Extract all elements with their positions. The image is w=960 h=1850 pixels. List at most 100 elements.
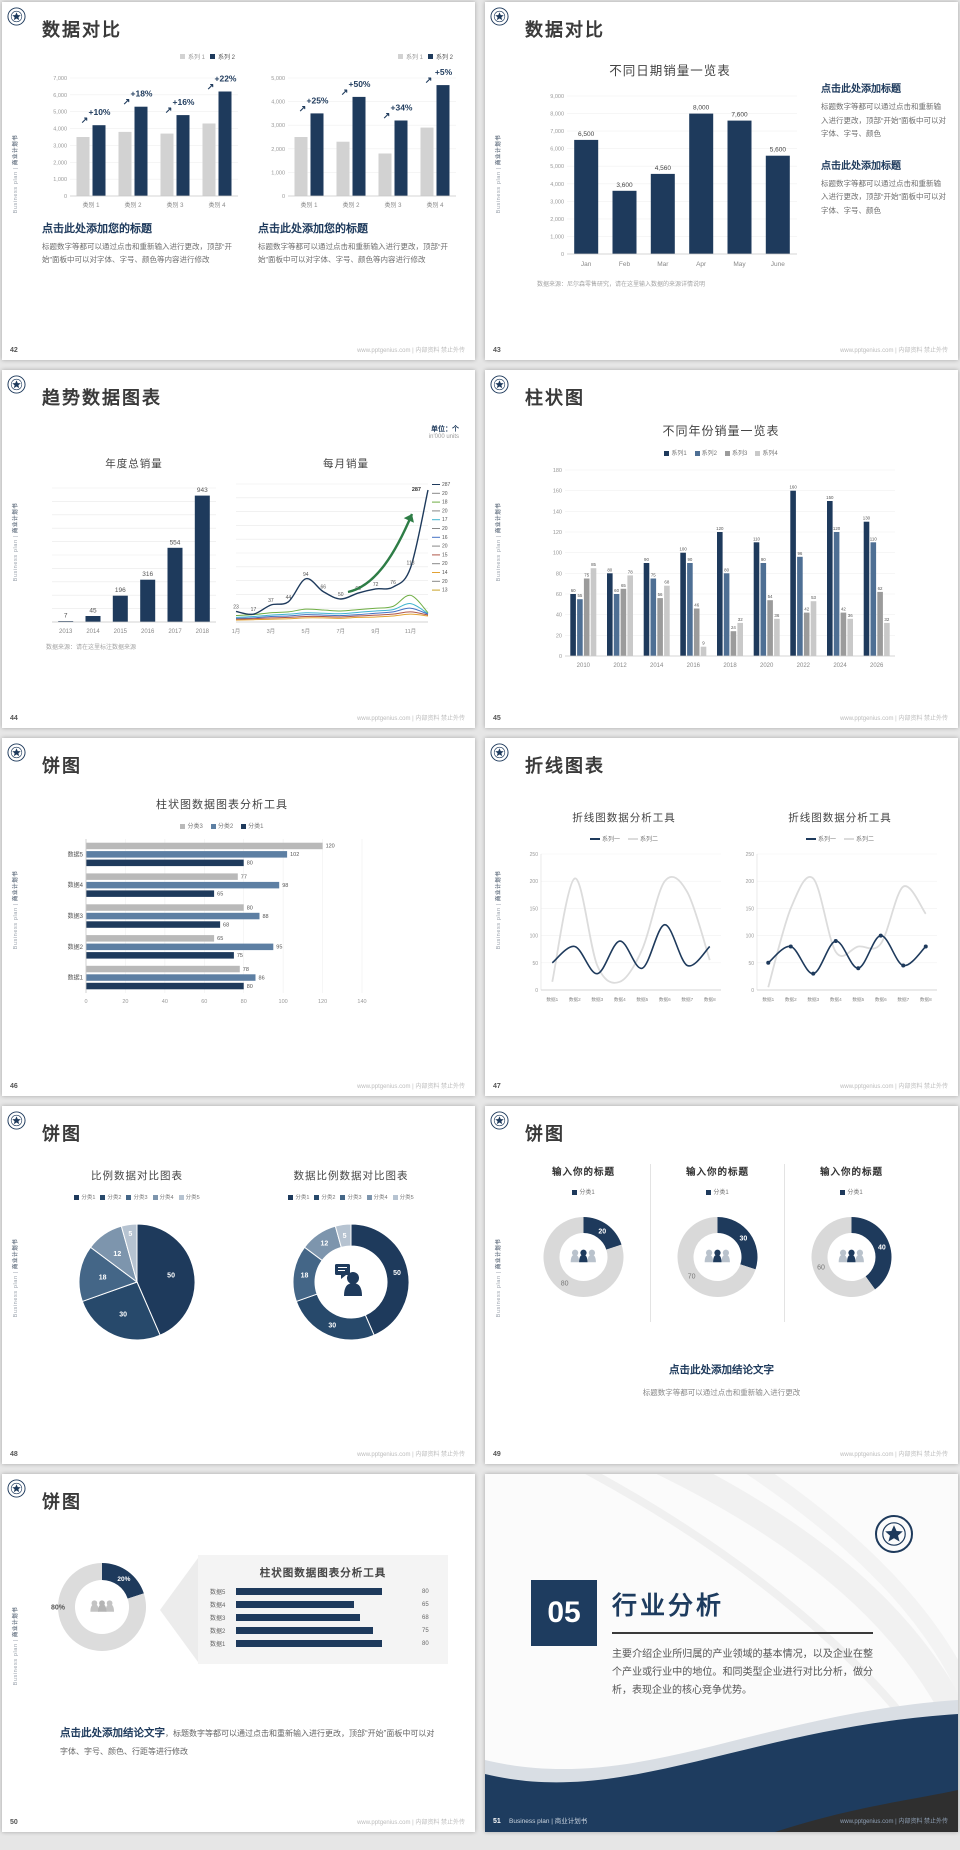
svg-text:+5%: +5% (435, 67, 453, 77)
svg-text:3,000: 3,000 (550, 199, 564, 205)
slide-50[interactable]: Business plan | 商业计划书 饼图 20% 80% 柱状图数据图表分… (2, 1474, 475, 1832)
svg-text:20: 20 (442, 544, 448, 550)
svg-text:数据4: 数据4 (614, 996, 626, 1003)
school-emblem-icon (490, 375, 509, 394)
svg-text:5,000: 5,000 (271, 76, 285, 82)
svg-text:类别 3: 类别 3 (166, 201, 184, 209)
svg-text:7,600: 7,600 (731, 112, 748, 119)
svg-text:250: 250 (530, 852, 539, 858)
page-title: 柱状图 (525, 388, 585, 408)
svg-text:120: 120 (833, 526, 841, 531)
svg-text:200: 200 (746, 879, 755, 885)
svg-text:数据8: 数据8 (920, 996, 932, 1003)
svg-text:0: 0 (84, 999, 87, 1005)
svg-text:2014: 2014 (650, 663, 664, 669)
sidebar-vertical-label: Business plan | 商业计划书 (496, 870, 502, 950)
svg-text:140: 140 (357, 999, 366, 1005)
school-emblem-icon (7, 1479, 26, 1498)
svg-text:80: 80 (247, 905, 253, 911)
school-emblem-icon (490, 743, 509, 762)
funnel-connector (160, 1557, 198, 1662)
svg-text:78: 78 (628, 569, 633, 574)
conclusion-title: 点击此处添加结论文字 (60, 1727, 165, 1739)
svg-text:100: 100 (746, 934, 755, 940)
chart-title: 输入你的标题 (685, 1167, 749, 1178)
svg-text:130: 130 (863, 516, 871, 521)
svg-text:+18%: +18% (131, 89, 153, 99)
svg-text:60: 60 (571, 588, 576, 593)
svg-text:类别 1: 类别 1 (300, 201, 318, 209)
panel-title: 柱状图数据图表分析工具 (259, 1567, 387, 1579)
svg-text:90: 90 (761, 557, 766, 562)
svg-text:37: 37 (268, 598, 274, 604)
slide-44[interactable]: Business plan | 商业计划书 趋势数据图表 单位：个 in'000… (2, 370, 475, 728)
footer-url: www.pptgenius.com | 内部资料 禁止外传 (840, 1084, 948, 1090)
svg-text:20: 20 (442, 526, 448, 532)
svg-text:12: 12 (113, 1251, 121, 1258)
svg-text:4,000: 4,000 (271, 100, 285, 106)
slide-46[interactable]: Business plan | 商业计划书 饼图 柱状图数据图表分析工具 分类3… (2, 738, 475, 1096)
block-title: 点击此处添加您的标题 (258, 223, 368, 235)
slide-43[interactable]: Business plan | 商业计划书 数据对比 不同日期销量一览表 0 1,… (485, 2, 958, 360)
block-body: 标题数字等都可以通过点击和重新输入进行更改，顶部“开始”面板中可以对字体、字号、… (821, 178, 946, 215)
svg-text:数据2: 数据2 (569, 996, 581, 1003)
school-emblem-icon (7, 375, 26, 394)
page-number: 42 (10, 347, 18, 354)
svg-text:1,000: 1,000 (271, 170, 285, 176)
svg-text:80: 80 (241, 999, 247, 1005)
svg-text:May: May (733, 261, 746, 268)
horizontal-bar-chart: 0 20 40 60 80 100 120 140 120 102 80 数据5 77 98 65 数据4 80… (54, 835, 390, 1012)
grouped-bar-chart: 系列 1 系列 2 0 1,000 2,000 3,000 4,000 5,000 6,000 7… (40, 52, 242, 215)
chart-legend: 分类1 (517, 1181, 650, 1199)
svg-text:3,000: 3,000 (53, 143, 67, 149)
slide-45[interactable]: Business plan | 商业计划书 柱状图 不同年份销量一览表 系列1 系… (485, 370, 958, 728)
slide-48[interactable]: Business plan | 商业计划书 饼图 比例数据对比图表 分类1 分类2… (2, 1106, 475, 1464)
svg-text:数据6: 数据6 (659, 996, 671, 1003)
svg-text:65: 65 (621, 583, 626, 588)
pie-chart: 50 30 18 12 5 (38, 1206, 236, 1363)
svg-text:80%: 80% (51, 1605, 66, 1612)
svg-text:2022: 2022 (797, 663, 811, 669)
svg-text:2013: 2013 (59, 629, 73, 635)
svg-text:94: 94 (303, 572, 309, 578)
svg-text:20: 20 (598, 1229, 606, 1236)
slide-42[interactable]: Business plan | 商业计划书 数据对比 系列 1 系列 2 0 1,00… (2, 2, 475, 360)
svg-text:23: 23 (233, 604, 239, 610)
svg-text:数据2: 数据2 (785, 996, 797, 1003)
svg-text:5: 5 (343, 1233, 347, 1240)
svg-text:类别 1: 类别 1 (82, 201, 100, 209)
footer-url: www.pptgenius.com | 内部资料 禁止外传 (357, 1452, 465, 1458)
text-block: 点击此处添加您的标题 标题数字等都可以通过点击和重新输入进行更改，顶部“开始”面… (42, 220, 238, 267)
svg-text:14: 14 (442, 570, 448, 576)
svg-text:+34%: +34% (391, 102, 413, 112)
svg-text:0: 0 (559, 654, 562, 660)
chart-title: 折线图数据分析工具 (788, 812, 892, 824)
svg-text:数据1: 数据1 (546, 996, 558, 1003)
svg-text:数据1: 数据1 (762, 996, 774, 1003)
svg-text:150: 150 (530, 906, 539, 912)
svg-text:数据1: 数据1 (68, 974, 84, 982)
svg-text:30: 30 (739, 1236, 747, 1243)
unit-label: 单位：个 in'000 units (428, 426, 459, 440)
page-title: 数据对比 (525, 20, 605, 40)
svg-text:17: 17 (442, 517, 448, 523)
panel-bar-row: 数据4 65 (210, 1601, 429, 1609)
svg-text:65: 65 (217, 936, 223, 942)
svg-text:53: 53 (811, 595, 816, 600)
svg-text:56: 56 (658, 592, 663, 597)
svg-text:110: 110 (870, 536, 878, 541)
slide-47[interactable]: Business plan | 商业计划书 折线图表 折线图数据分析工具 系列一… (485, 738, 958, 1096)
page-title: 折线图表 (525, 756, 605, 776)
block-body: 标题数字等都可以通过点击和重新输入进行更改，顶部“开始”面板中可以对字体、字号、… (42, 242, 232, 264)
svg-text:+22%: +22% (215, 73, 237, 83)
data-source-note: 数据来源：尼尔森零售研究，请在这里输入数据的来源详情说明 (537, 282, 706, 288)
slide-51[interactable]: 05 行业分析 主要介绍企业所归属的产业领域的基本情况，以及企业在整个产业或行业… (485, 1474, 958, 1832)
section-title: 行业分析 (612, 1592, 725, 1620)
svg-text:↗: ↗ (81, 115, 89, 125)
svg-text:数据6: 数据6 (875, 996, 887, 1003)
svg-text:200: 200 (530, 879, 539, 885)
svg-text:20: 20 (122, 999, 128, 1005)
slide-49[interactable]: Business plan | 商业计划书 饼图 输入你的标题 分类1 20 80… (485, 1106, 958, 1464)
svg-text:50: 50 (167, 1272, 175, 1279)
page-number: 50 (10, 1819, 18, 1826)
